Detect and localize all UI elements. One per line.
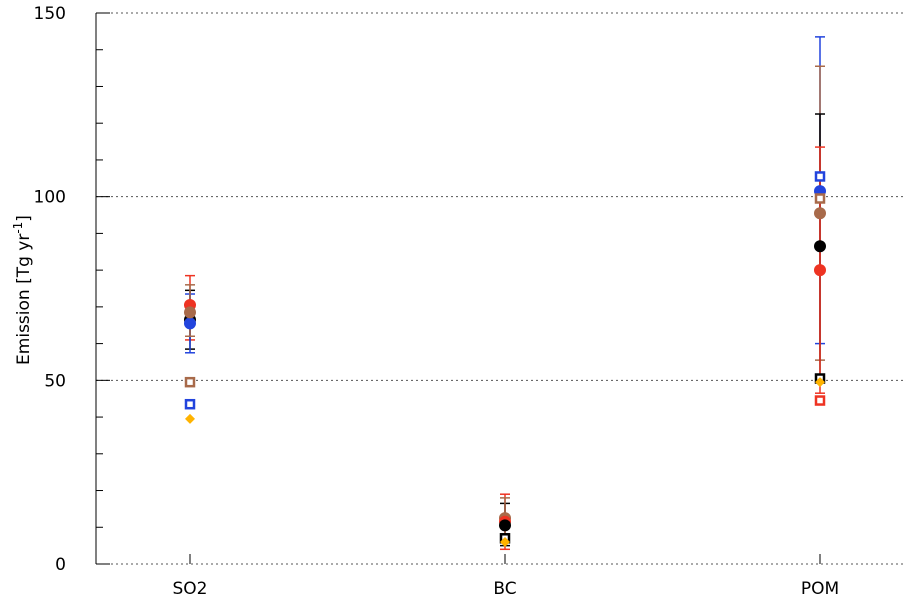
- data-point: [814, 193, 826, 204]
- y-axis-title: Emission [Tg yr-1]: [11, 215, 34, 365]
- data-point: [814, 207, 826, 220]
- y-tick-label: 0: [55, 555, 66, 575]
- data-point: [814, 264, 826, 277]
- y-tick-label: 50: [44, 371, 66, 391]
- y-tick-label: 150: [34, 4, 66, 24]
- data-points: [184, 171, 826, 547]
- x-tick-label: POM: [801, 579, 839, 598]
- data-point: [185, 413, 195, 424]
- y-tick-label: 100: [34, 188, 66, 208]
- data-point: [499, 519, 511, 532]
- error-bars: [185, 36, 825, 551]
- data-point: [184, 398, 196, 410]
- x-tick-label: BC: [493, 579, 516, 598]
- data-point: [184, 376, 196, 388]
- data-point: [815, 377, 825, 388]
- tick-labels: 0 50 100 150 SO2 BC POM: [34, 4, 840, 598]
- x-tick-label: SO2: [173, 579, 208, 598]
- data-point: [184, 317, 196, 330]
- data-point: [500, 536, 510, 547]
- data-point: [814, 395, 826, 406]
- gridlines: [96, 12, 903, 565]
- data-point: [814, 240, 826, 253]
- axes: [95, 12, 821, 565]
- data-point: [814, 171, 826, 182]
- data-point: [184, 306, 196, 319]
